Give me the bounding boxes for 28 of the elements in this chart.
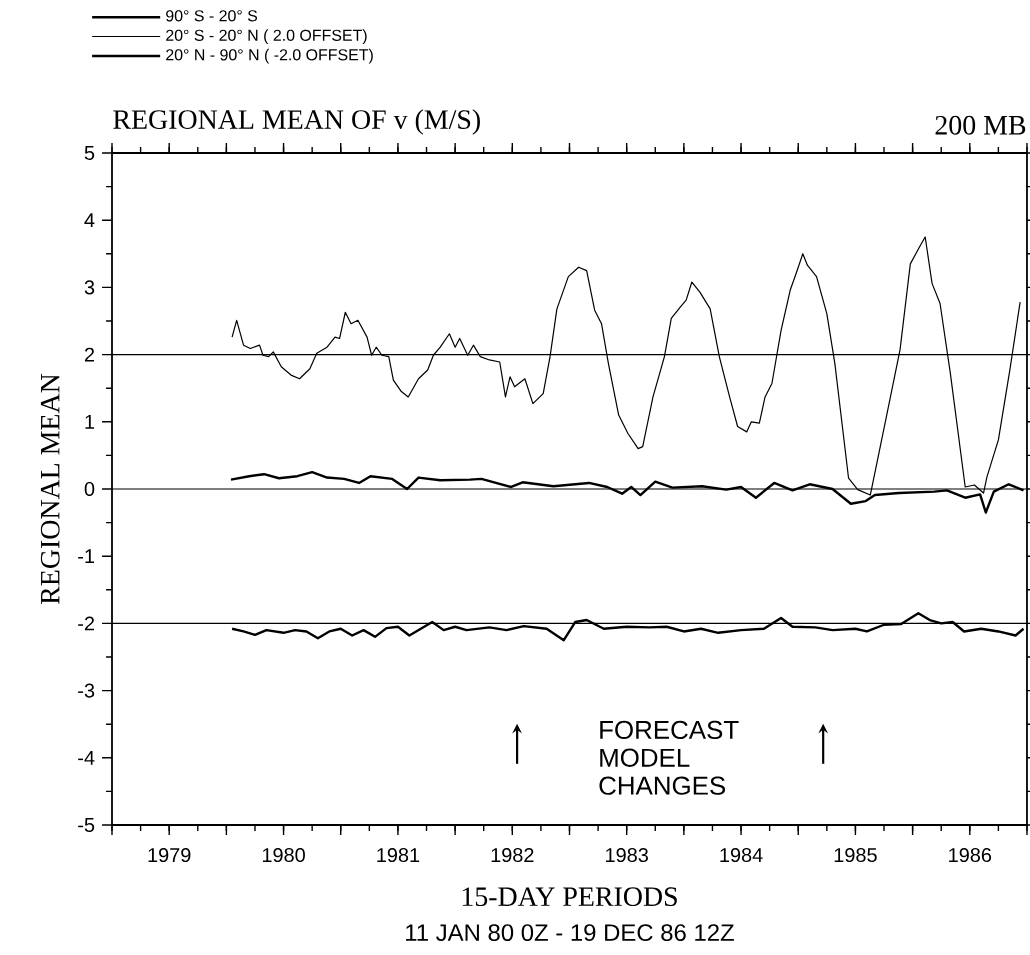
x-tick-label: 1980 — [262, 847, 305, 863]
y-tick-label: -2 — [78, 616, 95, 631]
chart-title: REGIONAL MEAN OF v (M/S) — [113, 109, 480, 135]
y-tick-label: -5 — [78, 818, 95, 832]
y-tick-label: -4 — [78, 750, 95, 765]
x-axis-title: 15-DAY PERIODS — [462, 887, 677, 907]
y-tick-label: -1 — [78, 549, 95, 564]
y-tick-label: 3 — [84, 280, 95, 295]
y-axis-title: REGIONAL MEAN — [40, 373, 60, 605]
x-tick-label: 1985 — [834, 847, 877, 863]
x-tick-label: 1984 — [720, 847, 763, 863]
y-tick-label: 0 — [84, 481, 95, 497]
x-tick-label: 1986 — [949, 847, 992, 863]
y-tick-label: 5 — [84, 146, 95, 160]
x-tick-label: 1983 — [606, 847, 648, 863]
x-tick-label: 1979 — [148, 847, 191, 863]
x-tick-label: 1982 — [491, 847, 534, 863]
legend-label: 20° S - 20° N ( 2.0 OFFSET) — [166, 29, 367, 45]
y-tick-label: 2 — [84, 347, 95, 362]
chart-subtitle: 200 MB — [935, 115, 1026, 135]
y-tick-label: 4 — [84, 213, 95, 228]
text: 11 JAN 80 0Z - 19 DEC 86 12Z — [406, 924, 734, 942]
legend-label: 20° N - 90° N ( -2.0 OFFSET) — [166, 48, 373, 64]
legend-label: 90° S - 20° S — [166, 10, 258, 22]
x-tick-label: 1981 — [377, 847, 420, 863]
y-tick-label: -3 — [78, 683, 95, 698]
annotation: FORECAST MODEL CHANGES — [599, 720, 739, 795]
y-tick-label: 1 — [85, 414, 95, 429]
